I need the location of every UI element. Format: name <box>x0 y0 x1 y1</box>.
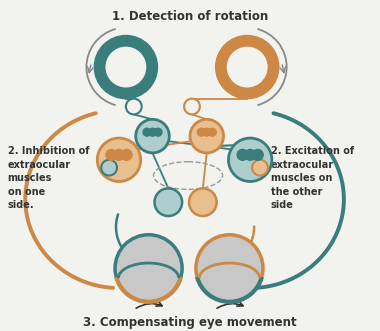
Text: 3. Compensating eye movement: 3. Compensating eye movement <box>83 316 297 329</box>
Circle shape <box>189 188 217 216</box>
Circle shape <box>143 128 151 136</box>
Circle shape <box>114 149 124 160</box>
Circle shape <box>149 128 157 136</box>
Circle shape <box>208 128 216 136</box>
Circle shape <box>106 47 146 87</box>
Circle shape <box>154 128 162 136</box>
Text: 1. Detection of rotation: 1. Detection of rotation <box>112 10 268 23</box>
Circle shape <box>155 188 182 216</box>
Circle shape <box>228 138 272 181</box>
Circle shape <box>136 119 169 153</box>
Circle shape <box>126 99 142 115</box>
Circle shape <box>190 119 223 153</box>
Circle shape <box>228 47 267 87</box>
Circle shape <box>97 138 141 181</box>
Circle shape <box>196 235 263 302</box>
Circle shape <box>237 149 248 160</box>
Circle shape <box>94 35 157 99</box>
Circle shape <box>121 149 132 160</box>
Circle shape <box>197 128 205 136</box>
Circle shape <box>203 128 211 136</box>
Text: 2. Excitation of
extraocular
muscles on
the other
side: 2. Excitation of extraocular muscles on … <box>271 146 354 211</box>
Circle shape <box>252 160 268 175</box>
Circle shape <box>215 35 279 99</box>
Circle shape <box>252 149 263 160</box>
Circle shape <box>106 149 117 160</box>
Circle shape <box>245 149 256 160</box>
Circle shape <box>184 99 200 115</box>
Text: 2. Inhibition of
extraocular
muscles
on one
side.: 2. Inhibition of extraocular muscles on … <box>8 146 89 211</box>
Circle shape <box>115 235 182 302</box>
Circle shape <box>101 160 117 175</box>
